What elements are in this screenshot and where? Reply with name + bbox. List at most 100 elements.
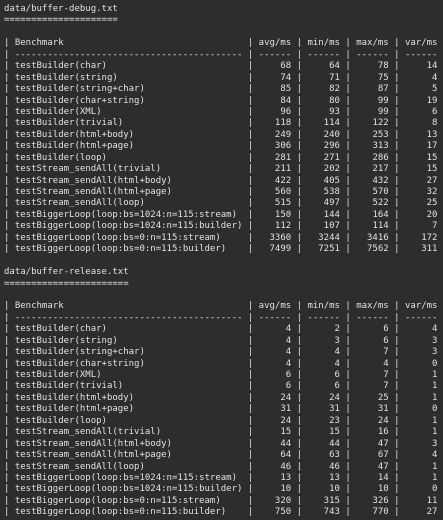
table-row: | testBiggerLoop(loop:bs=1024:n=115:buil… <box>4 484 443 495</box>
cell: 47 <box>377 438 389 449</box>
cell: testBiggerLoop(loop:bs=0:n=115:stream) <box>14 232 221 243</box>
table-row: | testStream_sendAll(loop) | 46 | 46 | 4… <box>4 462 443 473</box>
separator: | <box>242 404 259 415</box>
table-row: | testBuilder(trivial) | 118 | 114 | 122… <box>4 118 443 129</box>
separator: | <box>388 175 405 186</box>
cell: 750 <box>274 507 292 518</box>
separator: | <box>242 415 259 426</box>
separator: | <box>291 472 308 483</box>
cell: 271 <box>323 152 340 163</box>
table-row: | testBuilder(char) | 4 | 2 | 6 | 4 | <box>4 324 443 335</box>
cell: testStream_sendAll(trivial) <box>14 164 162 175</box>
separator: | <box>4 118 15 129</box>
cell: 4 <box>432 450 438 461</box>
separator: | --------------------------------------… <box>4 312 443 323</box>
cell: 107 <box>323 221 340 232</box>
cell: 3360 <box>269 232 292 243</box>
cell: 118 <box>274 118 292 129</box>
separator: | <box>339 72 357 83</box>
separator: | <box>437 381 443 392</box>
table-row: | testBuilder(string+char) | 85 | 82 | 8… <box>4 84 443 95</box>
cell: 144 <box>323 209 340 220</box>
separator: | <box>388 164 405 175</box>
separator: | <box>291 84 308 95</box>
separator: | <box>242 232 259 243</box>
separator: | <box>291 95 308 106</box>
table-row: | testStream_sendAll(html+body) | 44 | 4… <box>4 439 443 450</box>
separator: | <box>339 106 357 117</box>
cell: 13 <box>329 472 340 483</box>
cell: 15 <box>426 152 438 163</box>
separator: ===================== <box>4 15 118 26</box>
cell: 25 <box>426 198 438 209</box>
cell: max/ms <box>356 38 389 49</box>
cell: 114 <box>372 221 389 232</box>
cell: 24 <box>280 392 292 403</box>
separator: | <box>291 347 308 358</box>
table-row: | testBiggerLoop(loop:bs=0:n=115:stream)… <box>4 233 443 244</box>
separator: | <box>291 152 308 163</box>
separator: | <box>4 152 15 163</box>
cell: 71 <box>329 72 340 83</box>
cell: 13 <box>280 472 292 483</box>
cell: testBuilder(html+body) <box>14 392 135 403</box>
cell: 522 <box>372 198 389 209</box>
separator: | <box>388 450 405 461</box>
separator: | <box>388 244 405 255</box>
separator: | <box>4 415 15 426</box>
separator: | <box>242 347 259 358</box>
cell: 7251 <box>318 244 340 255</box>
separator: | <box>4 95 15 106</box>
line <box>4 256 443 267</box>
cell: testBuilder(char+string) <box>14 95 145 106</box>
separator: | <box>242 507 259 518</box>
cell: 4 <box>432 72 438 83</box>
cell: testStream_sendAll(loop) <box>14 198 145 209</box>
separator: | <box>242 106 259 117</box>
separator: | <box>291 164 308 175</box>
file-title: data/buffer-debug.txt <box>4 4 118 14</box>
cell: avg/ms <box>258 301 292 312</box>
cell: 4 <box>285 358 292 369</box>
separator: | <box>437 370 443 381</box>
cell: testStream_sendAll(html+page) <box>14 187 172 197</box>
table-row: | testBuilder(html+page) | 306 | 296 | 3… <box>4 141 443 152</box>
cell: 80 <box>329 95 340 106</box>
cell: testBuilder(string) <box>14 335 118 346</box>
separator: | <box>388 232 405 243</box>
separator: | <box>4 301 15 312</box>
cell: 172 <box>421 232 438 243</box>
cell: 0 <box>432 358 438 369</box>
cell: 4 <box>334 358 340 369</box>
separator: | <box>339 461 357 472</box>
table-row: | testBiggerLoop(loop:bs=0:n=115:builder… <box>4 507 443 518</box>
separator: | <box>4 472 15 483</box>
cell: avg/ms <box>258 38 292 49</box>
cell: 3 <box>334 335 340 346</box>
cell: 217 <box>372 164 389 175</box>
cell: testBiggerLoop(loop:bs=1024:n=115:stream… <box>14 209 238 220</box>
cell: 6 <box>432 106 438 117</box>
separator: | <box>4 244 15 255</box>
separator: | <box>339 415 357 426</box>
separator: | <box>388 324 405 335</box>
separator: | <box>388 95 405 106</box>
cell: 1 <box>432 381 438 392</box>
table-row: | testStream_sendAll(html+page) | 64 | 6… <box>4 450 443 461</box>
cell: testBuilder(char) <box>14 61 107 72</box>
separator: | <box>388 507 405 518</box>
cell: 6 <box>285 370 292 380</box>
separator: | <box>339 324 357 335</box>
separator: | <box>4 392 15 403</box>
cell: 20 <box>426 209 438 220</box>
separator: | <box>4 141 15 152</box>
separator: | <box>242 209 259 220</box>
separator: | <box>388 187 405 197</box>
table-row: | testBuilder(html+body) | 249 | 240 | 2… <box>4 130 443 141</box>
separator: | <box>388 301 405 312</box>
cell: testBiggerLoop(loop:bs=0:n=115:stream) <box>14 495 221 506</box>
cell: 7 <box>383 381 389 392</box>
separator: | <box>388 84 405 95</box>
cell: 13 <box>426 129 438 140</box>
separator: | <box>339 118 357 129</box>
